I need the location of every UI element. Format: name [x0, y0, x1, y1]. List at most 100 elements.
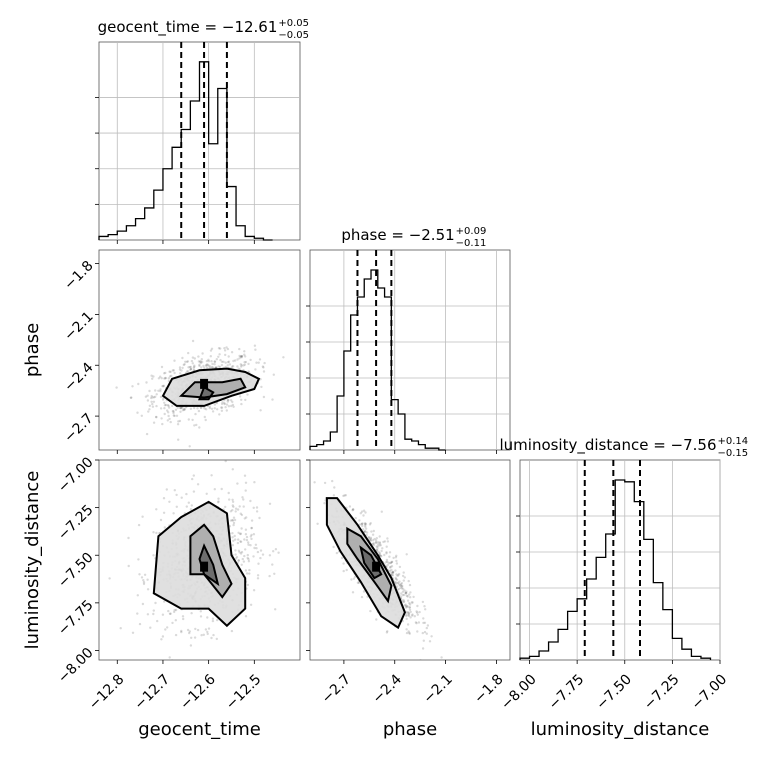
sample-point — [238, 347, 241, 351]
sample-point — [232, 516, 236, 519]
sample-point — [258, 358, 262, 361]
sample-point — [190, 504, 193, 507]
x-tick-label-geocent_time: −12.7 — [132, 671, 174, 713]
sample-point — [240, 402, 243, 406]
sample-point — [409, 616, 412, 619]
sample-point — [150, 396, 153, 400]
sample-point — [356, 581, 360, 584]
sample-point — [163, 377, 166, 380]
x-tick-label-luminosity_distance: −7.25 — [641, 671, 683, 713]
sample-point — [243, 350, 246, 353]
sample-point — [258, 516, 261, 520]
sample-point — [257, 361, 260, 364]
sample-point — [244, 489, 247, 492]
sample-point — [213, 407, 216, 410]
sample-point — [354, 516, 357, 520]
sample-point — [352, 577, 356, 580]
sample-point — [205, 363, 209, 366]
sample-point — [244, 398, 247, 402]
sample-point — [252, 533, 256, 536]
sample-point — [236, 482, 239, 485]
sample-point — [172, 411, 175, 415]
sample-point — [253, 344, 257, 347]
sample-point — [168, 656, 171, 659]
sample-point — [246, 556, 249, 560]
sample-point — [208, 406, 211, 410]
sample-point — [199, 360, 202, 363]
sample-point — [243, 361, 246, 364]
sample-point — [259, 556, 262, 560]
sample-point — [193, 636, 197, 639]
sample-point — [152, 612, 155, 616]
y-tick-label-luminosity_distance: −7.00 — [55, 454, 97, 496]
sample-point — [146, 588, 150, 591]
sample-point — [148, 389, 151, 393]
sample-point — [230, 629, 234, 633]
sample-point — [348, 505, 352, 508]
sample-point — [401, 584, 404, 588]
sample-point — [252, 555, 255, 558]
hist-title-upper-phase: +0.09 — [456, 226, 487, 237]
sample-point — [185, 505, 188, 508]
sample-point — [360, 523, 363, 526]
sample-point — [424, 608, 427, 611]
sample-point — [364, 522, 367, 525]
sample-point — [323, 502, 326, 505]
sample-point — [364, 525, 367, 528]
scatter-frame — [98, 249, 301, 451]
sample-point — [233, 534, 236, 538]
sample-point — [155, 404, 158, 408]
sample-point — [234, 359, 237, 362]
sample-point — [171, 369, 174, 372]
sample-point — [406, 623, 410, 626]
sample-point — [108, 577, 111, 580]
sample-point — [172, 512, 175, 515]
sample-point — [408, 583, 412, 587]
sample-point — [191, 477, 194, 481]
sample-point — [406, 595, 409, 598]
sample-point — [233, 518, 237, 522]
hist-title-upper-luminosity_distance: +0.14 — [718, 436, 749, 447]
sample-point — [388, 551, 392, 554]
sample-point — [145, 432, 149, 436]
sample-point — [169, 420, 172, 424]
sample-point — [162, 384, 165, 387]
sample-point — [154, 395, 157, 398]
sample-point — [382, 540, 385, 544]
contour-level-1 — [189, 523, 233, 599]
sample-point — [386, 540, 390, 543]
sample-point — [181, 615, 185, 618]
sample-point — [146, 394, 149, 397]
sample-point — [187, 418, 190, 421]
sample-point — [243, 517, 246, 520]
sample-point — [430, 635, 433, 638]
sample-point — [236, 365, 239, 368]
sample-point — [256, 574, 260, 577]
sample-point — [240, 364, 243, 367]
sample-point — [211, 617, 215, 620]
sample-point — [218, 353, 221, 356]
sample-point — [405, 617, 408, 621]
sample-point — [244, 360, 248, 364]
sample-point — [151, 396, 154, 399]
sample-point — [168, 417, 171, 421]
sample-point — [167, 411, 170, 414]
sample-point — [400, 585, 404, 588]
sample-point — [138, 573, 141, 576]
sample-point — [395, 559, 398, 563]
sample-point — [231, 532, 234, 535]
sample-point — [402, 579, 405, 582]
sample-point — [159, 390, 162, 393]
sample-point — [385, 552, 388, 555]
sample-point — [169, 370, 172, 374]
sample-point — [379, 544, 382, 547]
sample-point — [419, 659, 422, 660]
sample-point — [398, 584, 402, 587]
sample-point — [238, 551, 241, 554]
sample-point — [140, 576, 144, 579]
sample-point — [205, 408, 208, 411]
sample-point — [202, 633, 205, 636]
sample-point — [345, 568, 348, 572]
sample-point — [217, 500, 220, 503]
sample-point — [152, 554, 155, 557]
